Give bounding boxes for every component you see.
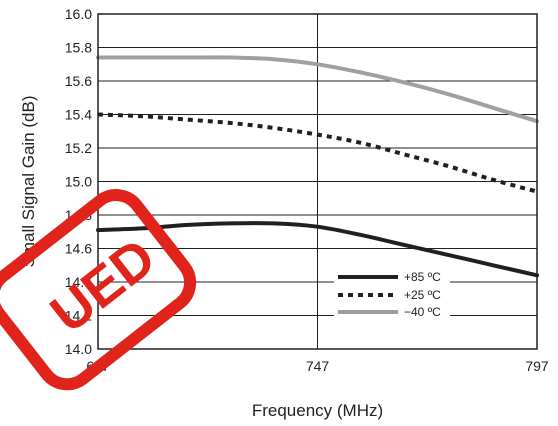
- y-tick-label: 14.6: [65, 241, 92, 257]
- y-tick-label: 14.0: [65, 341, 92, 357]
- y-tick-label: 15.8: [65, 40, 92, 56]
- y-tick-label: 15.6: [65, 73, 92, 89]
- legend-label-2: −40 ºC: [404, 305, 441, 319]
- y-tick-label: 15.2: [65, 140, 92, 156]
- series-line-2: [96, 55, 539, 124]
- y-tick-label: 14.4: [65, 274, 92, 290]
- legend-label-0: +85 ºC: [404, 270, 441, 284]
- series-line-1: [97, 112, 538, 194]
- series-line-0: [96, 221, 539, 278]
- x-tick-labels: 697 747 797: [86, 358, 549, 374]
- y-tick-label: 16.0: [65, 6, 92, 22]
- x-axis-label: Frequency (MHz): [252, 401, 383, 420]
- plot-frame: [97, 13, 538, 350]
- y-tick-label: 15.4: [65, 107, 92, 123]
- y-axis-label: Small Signal Gain (dB): [19, 96, 38, 268]
- legend-label-1: +25 ºC: [404, 288, 441, 302]
- x-tick-label: 797: [525, 358, 549, 374]
- legend: +85 ºC +25 ºC −40 ºC: [334, 269, 450, 319]
- series-group: [96, 55, 539, 278]
- y-tick-labels: 14.014.214.414.614.815.015.215.415.615.8…: [65, 6, 92, 357]
- y-tick-label: 15.0: [65, 174, 92, 190]
- stamp-border: [0, 189, 197, 391]
- y-tick-label: 14.2: [65, 308, 92, 324]
- x-tick-label: 747: [306, 358, 330, 374]
